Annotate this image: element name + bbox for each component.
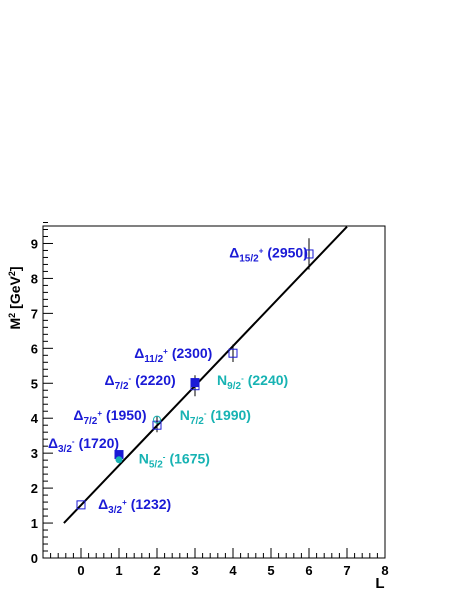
filled-circle-marker bbox=[115, 456, 123, 464]
y-axis-label: M2[GeV2] bbox=[7, 266, 23, 329]
x-tick-label: 4 bbox=[229, 563, 237, 578]
resonance-label: N5/2- (1675) bbox=[139, 451, 210, 471]
svg-text:M2[GeV2]: M2[GeV2] bbox=[7, 266, 23, 329]
x-tick-label: 0 bbox=[77, 563, 84, 578]
filled-square-marker bbox=[190, 378, 200, 388]
resonance-label: Δ7/2+ (1950) bbox=[73, 407, 146, 427]
axis-tick-labels: 0 1 2 3 4 5 6 7 8 0 1 2 3 4 5 6 7 8 9 bbox=[31, 236, 389, 578]
data-point bbox=[190, 377, 200, 388]
plot-frame bbox=[42, 225, 386, 559]
open-square-marker bbox=[304, 249, 314, 259]
x-tick-label: 3 bbox=[191, 563, 198, 578]
resonance-label: N9/2- (2240) bbox=[217, 372, 288, 392]
axis-ticks bbox=[42, 222, 386, 559]
x-tick-label: 1 bbox=[115, 563, 122, 578]
y-tick-label: 9 bbox=[31, 236, 38, 251]
y-tick-label: 6 bbox=[31, 341, 38, 356]
x-tick-label: 7 bbox=[343, 563, 350, 578]
resonance-label: Δ3/2+ (1232) bbox=[98, 496, 171, 516]
y-tick-label: 7 bbox=[31, 306, 38, 321]
y-tick-label: 4 bbox=[31, 411, 39, 426]
resonance-label: Δ3/2- (1720) bbox=[48, 435, 119, 455]
y-tick-label: 8 bbox=[31, 271, 38, 286]
fit-line bbox=[63, 226, 348, 524]
resonance-label: Δ7/2- (2220) bbox=[105, 372, 176, 392]
x-tick-label: 6 bbox=[305, 563, 312, 578]
x-tick-label: 8 bbox=[381, 563, 388, 578]
data-point bbox=[304, 238, 314, 270]
x-tick-label: 5 bbox=[267, 563, 274, 578]
x-axis-label: L bbox=[375, 575, 384, 592]
y-tick-label: 1 bbox=[31, 516, 38, 531]
y-tick-label: 0 bbox=[31, 551, 38, 566]
data-point bbox=[76, 500, 86, 510]
y-tick-label: 5 bbox=[31, 376, 38, 391]
open-square-marker bbox=[228, 348, 238, 358]
data-point bbox=[115, 456, 123, 464]
resonance-labels: Δ3/2+ (1232) Δ3/2- (1720) Δ7/2+ (1950) Δ7/2- (2… bbox=[48, 244, 308, 516]
resonance-label: N7/2- (1990) bbox=[180, 407, 251, 427]
open-square-marker bbox=[76, 500, 86, 510]
data-point bbox=[228, 344, 238, 362]
data-points bbox=[76, 238, 314, 510]
open-circle-marker bbox=[153, 415, 161, 424]
resonance-label: Δ15/2+ (2950) bbox=[229, 244, 308, 264]
resonance-label: Δ11/2+ (2300) bbox=[134, 345, 212, 365]
y-tick-label: 3 bbox=[31, 446, 38, 461]
data-point bbox=[153, 415, 161, 424]
y-tick-label: 2 bbox=[31, 481, 38, 496]
x-tick-label: 2 bbox=[153, 563, 160, 578]
